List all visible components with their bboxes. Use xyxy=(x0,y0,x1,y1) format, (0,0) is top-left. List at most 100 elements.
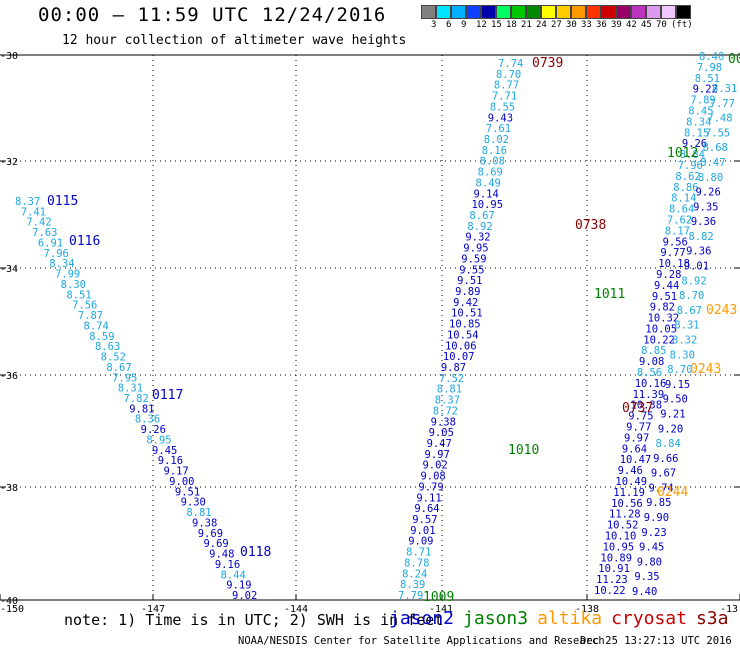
wave-height-value: 9.08 xyxy=(420,471,445,483)
wave-height-value: 8.36 xyxy=(135,414,160,426)
wave-height-value: 8.51 xyxy=(66,289,91,301)
wave-height-value: 8.37 xyxy=(15,196,40,208)
wave-height-value: 9.42 xyxy=(453,297,478,309)
wave-height-value: 9.26 xyxy=(696,187,721,199)
wave-height-value: 8.52 xyxy=(101,352,126,364)
wave-height-value: 9.82 xyxy=(650,302,675,314)
wave-height-value: 9.17 xyxy=(163,466,188,478)
scale-swatch xyxy=(556,5,571,19)
wave-height-value: 8.14 xyxy=(671,193,696,205)
wave-height-value: 9.77 xyxy=(626,422,651,434)
wave-height-value: 8.31 xyxy=(118,383,143,395)
wave-height-value: 10.56 xyxy=(611,498,643,510)
scale-label: 27 xyxy=(551,20,562,30)
wave-height-value: 10.16 xyxy=(635,378,667,390)
wave-height-value: 9.85 xyxy=(646,497,671,509)
wave-height-value: 8.77 xyxy=(494,80,519,92)
wave-height-value: 9.79 xyxy=(418,481,443,493)
scale-label: 42 xyxy=(626,20,637,30)
wave-height-value: 10.22 xyxy=(643,334,675,346)
wave-height-value: 9.57 xyxy=(412,514,437,526)
wave-height-value: 9.38 xyxy=(192,517,217,529)
wave-height-value: 9.09 xyxy=(408,536,433,548)
wave-height-value: 10.38 xyxy=(630,400,662,412)
wave-height-value: 8.59 xyxy=(89,331,114,343)
wave-height-value: 10.32 xyxy=(648,313,680,325)
wave-height-value: 9.08 xyxy=(639,356,664,368)
scale-swatch xyxy=(676,5,691,19)
x-tick-label: -147 xyxy=(141,604,165,615)
scale-label: 21 xyxy=(521,20,532,30)
wave-height-value: 9.87 xyxy=(441,362,466,374)
x-tick-label: -150 xyxy=(0,604,24,615)
wave-height-value: 9.55 xyxy=(459,264,484,276)
scale-swatch xyxy=(586,5,601,19)
wave-height-value: 8.81 xyxy=(437,384,462,396)
wave-height-value: 9.02 xyxy=(422,460,447,472)
wave-height-value: 9.75 xyxy=(628,411,653,423)
wave-height-value: 8.82 xyxy=(688,231,713,243)
wave-height-value: 9.90 xyxy=(644,512,669,524)
satellite-legend-jason3: jason3 xyxy=(463,608,529,629)
wave-height-value: 9.69 xyxy=(198,528,223,540)
scale-swatch xyxy=(631,5,646,19)
wave-height-value: 7.52 xyxy=(439,373,464,385)
wave-height-value: 7.99 xyxy=(55,269,80,281)
wave-height-value: 8.17 xyxy=(665,225,690,237)
wave-height-value: 9.51 xyxy=(457,275,482,287)
wave-height-value: 9.64 xyxy=(622,443,647,455)
wave-height-value: 7.79 xyxy=(398,590,423,602)
scale-swatch xyxy=(436,5,451,19)
wave-height-value: 9.64 xyxy=(414,503,439,515)
wave-height-value: 9.51 xyxy=(175,486,200,498)
wave-height-value: 7.82 xyxy=(124,393,149,405)
wave-height-value: 9.14 xyxy=(474,188,499,200)
color-scale-swatches xyxy=(421,5,691,19)
scale-swatch xyxy=(421,5,436,19)
wave-height-value: 9.22 xyxy=(693,84,718,96)
wave-height-value: 9.44 xyxy=(654,280,679,292)
wave-height-value: 10.91 xyxy=(598,563,630,575)
wave-height-value: 9.05 xyxy=(429,427,454,439)
footer-timestamp: Dec 25 13:27:13 UTC 2016 xyxy=(580,635,732,647)
scale-label: 45 xyxy=(641,20,652,30)
scale-label: 36 xyxy=(596,20,607,30)
wave-height-value: 10.95 xyxy=(603,541,635,553)
wave-height-value: 8.72 xyxy=(433,405,458,417)
wave-height-value: 9.40 xyxy=(632,586,657,598)
wave-height-value: 9.35 xyxy=(693,201,718,213)
wave-height-value: 7.55 xyxy=(705,127,730,139)
wave-height-value: 7.62 xyxy=(667,214,692,226)
wave-height-value: 8.34 xyxy=(686,116,711,128)
scale-swatch xyxy=(541,5,556,19)
wave-height-value: 8.47 xyxy=(700,157,725,169)
x-tick-label: -141 xyxy=(429,604,453,615)
y-tick-label: -40 xyxy=(0,596,18,607)
wave-height-value: 10.89 xyxy=(600,552,632,564)
wave-height-value: 7.41 xyxy=(21,206,46,218)
wave-height-value: 9.45 xyxy=(639,542,664,554)
scale-label: 9 xyxy=(461,20,467,30)
wave-height-value: 9.19 xyxy=(226,580,251,592)
y-tick-label: -34 xyxy=(0,264,18,275)
scale-label: 12 xyxy=(476,20,487,30)
wave-height-value: 8.78 xyxy=(404,557,429,569)
wave-height-value: 7.42 xyxy=(26,217,51,229)
scale-swatch xyxy=(601,5,616,19)
wave-height-value: 7.87 xyxy=(78,310,103,322)
wave-height-value: 7.77 xyxy=(710,98,735,110)
wave-height-value: 8.30 xyxy=(61,279,86,291)
wave-height-value: 9.46 xyxy=(618,465,643,477)
wave-height-value: 9.00 xyxy=(169,476,194,488)
wave-height-value: 9.48 xyxy=(209,549,234,561)
scale-swatch xyxy=(496,5,511,19)
pass-time-label: 1011 xyxy=(594,287,625,302)
pass-time-label: 0243 xyxy=(706,303,737,318)
wave-height-value: 8.44 xyxy=(221,569,246,581)
wave-height-value: 8.30 xyxy=(670,349,695,361)
pass-time-label: 0117 xyxy=(152,388,183,403)
wave-height-value: 9.77 xyxy=(660,247,685,259)
wave-height-value: 10.22 xyxy=(594,585,626,597)
wave-height-value: 8.68 xyxy=(703,142,728,154)
wave-height-value: 8.49 xyxy=(476,177,501,189)
